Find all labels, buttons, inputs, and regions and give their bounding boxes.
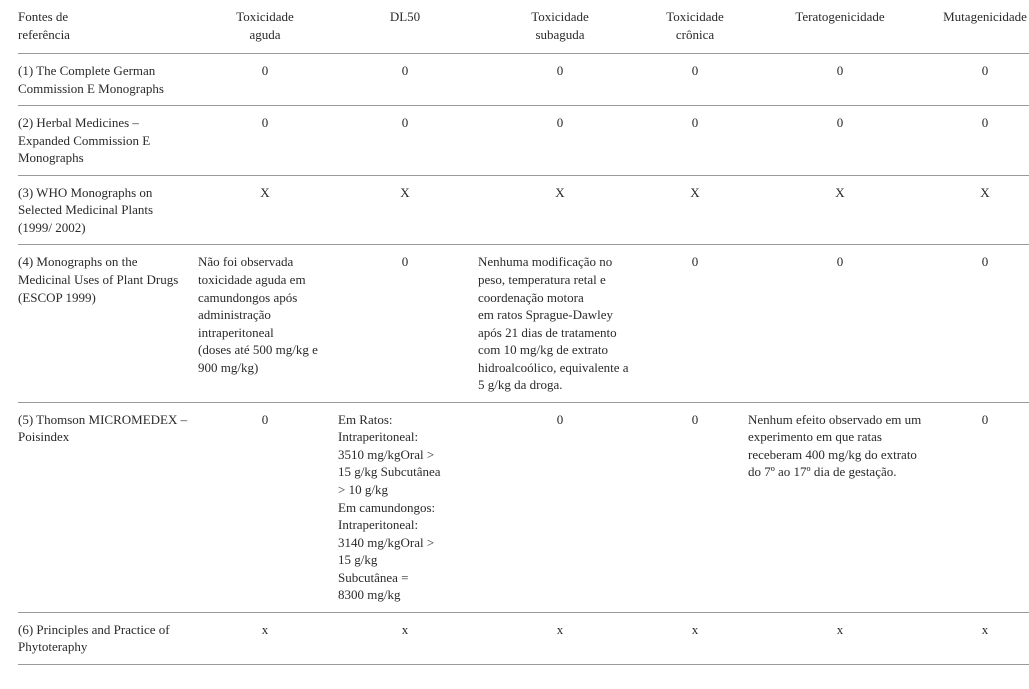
col-header-terato: Teratogenicidade xyxy=(748,8,938,54)
cell-muta: 0 xyxy=(938,54,1029,106)
cell-tox_sub: 0 xyxy=(478,402,648,612)
cell-ref: (4) Monographs on the Medicinal Uses of … xyxy=(18,245,198,402)
cell-tox_cron: 0 xyxy=(648,245,748,402)
cell-muta: x xyxy=(938,612,1029,664)
cell-terato: 0 xyxy=(748,245,938,402)
cell-dl50: x xyxy=(338,612,478,664)
cell-tox_cron: x xyxy=(648,612,748,664)
cell-dl50: 0 xyxy=(338,245,478,402)
page-container: Fontes dereferência Toxicidadeaguda DL50… xyxy=(0,0,1029,683)
cell-tox_aguda: 0 xyxy=(198,106,338,176)
cell-tox_aguda: X xyxy=(198,175,338,245)
cell-tox_aguda: Não foi observada toxicidade aguda em ca… xyxy=(198,245,338,402)
cell-tox_aguda: 0 xyxy=(198,54,338,106)
cell-tox_cron: 0 xyxy=(648,106,748,176)
cell-terato: 0 xyxy=(748,54,938,106)
cell-muta: X xyxy=(938,175,1029,245)
cell-ref: (5) Thomson MICROMEDEX – Poisindex xyxy=(18,402,198,612)
cell-dl50: X xyxy=(338,175,478,245)
col-header-dl50: DL50 xyxy=(338,8,478,54)
cell-tox_sub: 0 xyxy=(478,54,648,106)
cell-dl50: 0 xyxy=(338,106,478,176)
table-row: (5) Thomson MICROMEDEX – Poisindex0Em Ra… xyxy=(18,402,1029,612)
cell-terato: X xyxy=(748,175,938,245)
cell-muta: 0 xyxy=(938,402,1029,612)
col-header-tox-sub: Toxicidadesubaguda xyxy=(478,8,648,54)
cell-tox_sub: Nenhuma modificação no peso, temperatura… xyxy=(478,245,648,402)
table-row: (4) Monographs on the Medicinal Uses of … xyxy=(18,245,1029,402)
toxicity-table: Fontes dereferência Toxicidadeaguda DL50… xyxy=(18,8,1029,665)
cell-tox_cron: X xyxy=(648,175,748,245)
cell-terato: 0 xyxy=(748,106,938,176)
cell-dl50: Em Ratos:Intraperitoneal:3510 mg/kgOral … xyxy=(338,402,478,612)
cell-terato: x xyxy=(748,612,938,664)
col-header-tox-aguda: Toxicidadeaguda xyxy=(198,8,338,54)
col-header-muta: Mutagenicidade xyxy=(938,8,1029,54)
cell-ref: (1) The Complete German Commission E Mon… xyxy=(18,54,198,106)
table-header-row: Fontes dereferência Toxicidadeaguda DL50… xyxy=(18,8,1029,54)
table-row: (3) WHO Monographs on Selected Medicinal… xyxy=(18,175,1029,245)
cell-tox_cron: 0 xyxy=(648,54,748,106)
cell-ref: (3) WHO Monographs on Selected Medicinal… xyxy=(18,175,198,245)
table-row: (2) Herbal Medicines – Expanded Commissi… xyxy=(18,106,1029,176)
cell-tox_sub: 0 xyxy=(478,106,648,176)
table-body: (1) The Complete German Commission E Mon… xyxy=(18,54,1029,665)
cell-tox_aguda: 0 xyxy=(198,402,338,612)
cell-ref: (6) Principles and Practice of Phytotera… xyxy=(18,612,198,664)
cell-muta: 0 xyxy=(938,245,1029,402)
cell-dl50: 0 xyxy=(338,54,478,106)
cell-tox_sub: x xyxy=(478,612,648,664)
cell-muta: 0 xyxy=(938,106,1029,176)
cell-tox_sub: X xyxy=(478,175,648,245)
cell-tox_cron: 0 xyxy=(648,402,748,612)
table-row: (1) The Complete German Commission E Mon… xyxy=(18,54,1029,106)
table-row: (6) Principles and Practice of Phytotera… xyxy=(18,612,1029,664)
cell-ref: (2) Herbal Medicines – Expanded Commissi… xyxy=(18,106,198,176)
col-header-tox-cron: Toxicidadecrônica xyxy=(648,8,748,54)
cell-tox_aguda: x xyxy=(198,612,338,664)
cell-terato: Nenhum efeito observado em um experiment… xyxy=(748,402,938,612)
col-header-ref: Fontes dereferência xyxy=(18,8,198,54)
